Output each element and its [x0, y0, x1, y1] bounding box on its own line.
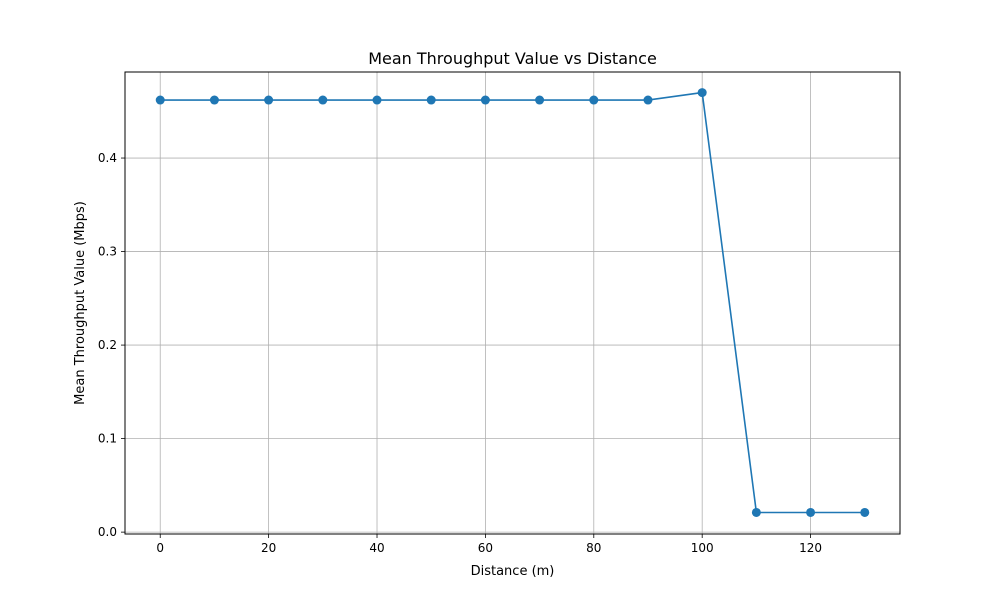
- data-point: [318, 95, 328, 105]
- series-line: [160, 91, 865, 514]
- data-point: [480, 95, 490, 105]
- data-point: [264, 95, 274, 105]
- series-layer: [155, 88, 870, 517]
- x-tick-label: 60: [478, 541, 493, 555]
- tick-layer: 0 20 40 60 80 100 120 0.0 0.1 0.2 0.3 0.4: [98, 151, 822, 555]
- x-tick-label: 20: [261, 541, 276, 555]
- data-point: [589, 95, 599, 105]
- grid-layer: [125, 72, 900, 534]
- data-point: [426, 95, 436, 105]
- plot-frame: [124, 71, 901, 535]
- y-tick-label: 0.1: [98, 432, 117, 446]
- chart-title: Mean Throughput Value vs Distance: [368, 49, 657, 68]
- data-point: [751, 507, 761, 517]
- data-point: [155, 95, 165, 105]
- data-point: [697, 88, 707, 98]
- data-point: [860, 507, 870, 517]
- x-tick-label: 100: [691, 541, 714, 555]
- y-tick-label: 0.4: [98, 151, 117, 165]
- x-tick-label: 0: [156, 541, 164, 555]
- y-axis-label: Mean Throughput Value (Mbps): [73, 201, 88, 405]
- x-tick-label: 40: [369, 541, 384, 555]
- x-tick-label: 80: [586, 541, 601, 555]
- x-axis-label: Distance (m): [471, 564, 555, 579]
- data-point: [535, 95, 545, 105]
- data-point: [806, 507, 816, 517]
- y-tick-label: 0.3: [98, 245, 117, 259]
- data-point: [643, 95, 653, 105]
- data-point: [209, 95, 219, 105]
- y-tick-label: 0.0: [98, 525, 117, 539]
- x-tick-label: 120: [799, 541, 822, 555]
- y-tick-label: 0.2: [98, 338, 117, 352]
- data-point: [372, 95, 382, 105]
